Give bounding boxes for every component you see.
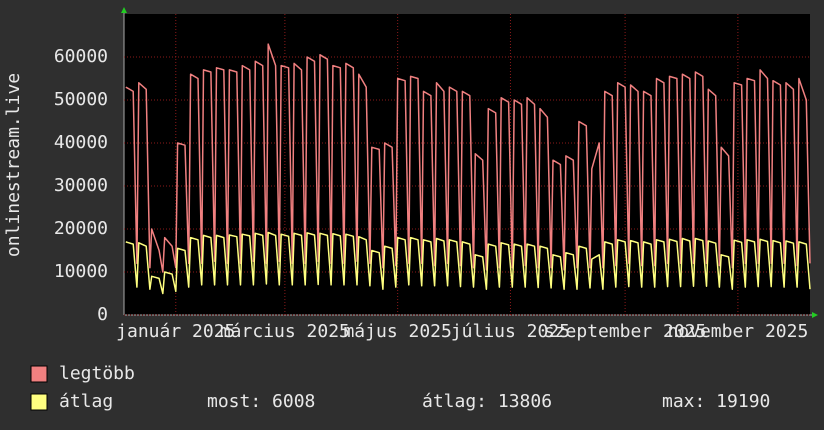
- x-tick-label: július 2025: [451, 321, 570, 342]
- y-tick-label: 40000: [54, 132, 108, 153]
- y-tick-label: 50000: [54, 89, 108, 110]
- x-tick-label: szeptember 2025: [544, 321, 707, 342]
- y-tick-label: 30000: [54, 175, 108, 196]
- x-tick-label: november 2025: [667, 321, 808, 342]
- y-axis-label: onlinestream.live: [3, 73, 24, 257]
- x-tick-label: március 2025: [220, 321, 350, 342]
- legend-swatch: [30, 365, 48, 383]
- y-tick-label: 10000: [54, 261, 108, 282]
- legend-stat: most: 6008: [207, 391, 315, 412]
- axis-arrow: [121, 7, 127, 13]
- x-tick-label: január 2025: [116, 321, 235, 342]
- axis-arrow: [812, 312, 818, 318]
- legend-stat: max: 19190: [662, 391, 770, 412]
- y-tick-label: 20000: [54, 218, 108, 239]
- legend-label: legtöbb: [59, 363, 135, 384]
- series-line: [125, 43, 811, 273]
- y-tick-label: 60000: [54, 46, 108, 67]
- legend-swatch: [30, 393, 48, 411]
- legend-label: átlag: [59, 391, 113, 412]
- y-tick-label: 0: [97, 304, 108, 325]
- x-tick-label: május 2025: [343, 321, 451, 342]
- series-line: [125, 231, 811, 295]
- legend-stat: átlag: 13806: [422, 391, 552, 412]
